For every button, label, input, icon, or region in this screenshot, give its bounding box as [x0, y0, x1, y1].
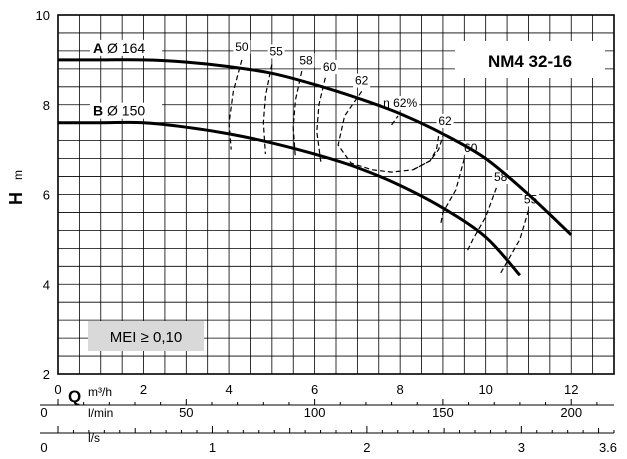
x-unit-ls: l/s: [88, 431, 100, 445]
curve-label-bg: [90, 102, 162, 119]
efficiency-label: 62: [438, 114, 452, 128]
efficiency-label-bg: [436, 113, 454, 128]
plot-frame: [57, 14, 615, 375]
x-tick-label-ls: 2: [363, 440, 370, 455]
efficiency-label-bg: [297, 53, 315, 68]
efficiency-label: 58: [299, 53, 313, 67]
y-tick-label: 2: [43, 367, 50, 382]
efficiency-label: 60: [323, 60, 337, 74]
x-tick-label-m3h: 10: [478, 382, 492, 397]
curve-labels: A Ø 164 B Ø 150: [90, 39, 162, 119]
y-axis-unit: m: [11, 170, 25, 180]
efficiency-contour-0: [228, 59, 243, 150]
x-tick-label-ls: 1: [209, 440, 216, 455]
efficiency-label: 62: [355, 74, 369, 88]
plot-border: [57, 14, 615, 375]
x-axis-label: Q: [68, 387, 81, 406]
x-unit-lmin: l/min: [88, 406, 113, 420]
y-tick-label: 4: [43, 277, 50, 292]
chart-title: NM4 32-16: [488, 52, 572, 71]
efficiency-contour-9: [500, 210, 530, 274]
efficiency-contour-1: [262, 64, 273, 155]
mei-annotation-box: [88, 321, 204, 351]
efficiency-contour-8: [465, 187, 497, 254]
curve-label-bg: [90, 39, 162, 56]
curve-label-b: B Ø 150: [93, 103, 145, 119]
x-tick-label-ls: 0: [40, 440, 47, 455]
efficiency-label-bg: [321, 60, 339, 75]
efficiency-label-bg: [522, 192, 540, 207]
x-tick-label-ls: 3: [518, 440, 525, 455]
y-tick-label: 10: [36, 8, 50, 23]
x-tick-label-lmin: 100: [304, 405, 326, 420]
y-tick-label: 6: [43, 188, 50, 203]
mei-annotation: MEI ≥ 0,10: [110, 329, 182, 346]
x-tick-label-m3h: 2: [140, 382, 147, 397]
x-tick-label-lmin: 0: [40, 405, 47, 420]
efficiency-label-bg: [381, 95, 420, 110]
curve-label-diameter: Ø 164: [103, 40, 145, 56]
x-tick-label-m3h: 8: [397, 382, 404, 397]
x-tick-label-ls: 3.6: [599, 440, 617, 455]
efficiency-contour-3: [316, 77, 326, 164]
x-tick-label-m3h: 12: [564, 382, 578, 397]
curve-label-a: A Ø 164: [93, 40, 145, 56]
efficiency-label-bg: [267, 44, 285, 59]
curve-label-letter: B: [93, 103, 103, 119]
y-tick-label: 8: [43, 98, 50, 113]
x-tick-label-lmin: 50: [179, 405, 193, 420]
pump-curve-b: [58, 120, 522, 277]
efficiency-label: η 62%: [383, 96, 417, 110]
efficiency-label: 50: [235, 40, 249, 54]
y-axis-label: H: [6, 192, 26, 205]
x-tick-label-m3h: 6: [311, 382, 318, 397]
pump-curve-a: [58, 58, 573, 236]
efficiency-contour-6: [412, 136, 440, 171]
pump-curves: [58, 58, 573, 277]
efficiency-contour-2: [292, 70, 303, 159]
x-tick-label-m3h: 0: [54, 382, 61, 397]
efficiency-label-bg: [233, 39, 251, 54]
x-unit-m3h: m³/h: [88, 385, 112, 399]
title-box: [455, 41, 605, 78]
x-tick-label-lmin: 150: [432, 405, 454, 420]
curve-label-diameter: Ø 150: [103, 103, 145, 119]
curve-label-letter: A: [93, 40, 103, 56]
efficiency-label: 55: [524, 192, 538, 206]
efficiency-contour-4: [337, 90, 444, 173]
x-tick-label-lmin: 200: [560, 405, 582, 420]
x-tick-label-m3h: 4: [225, 382, 232, 397]
efficiency-contour-5: [391, 115, 399, 126]
efficiency-contour-7: [440, 158, 465, 224]
efficiency-label-bg: [353, 73, 371, 88]
efficiency-label: 55: [269, 44, 283, 58]
